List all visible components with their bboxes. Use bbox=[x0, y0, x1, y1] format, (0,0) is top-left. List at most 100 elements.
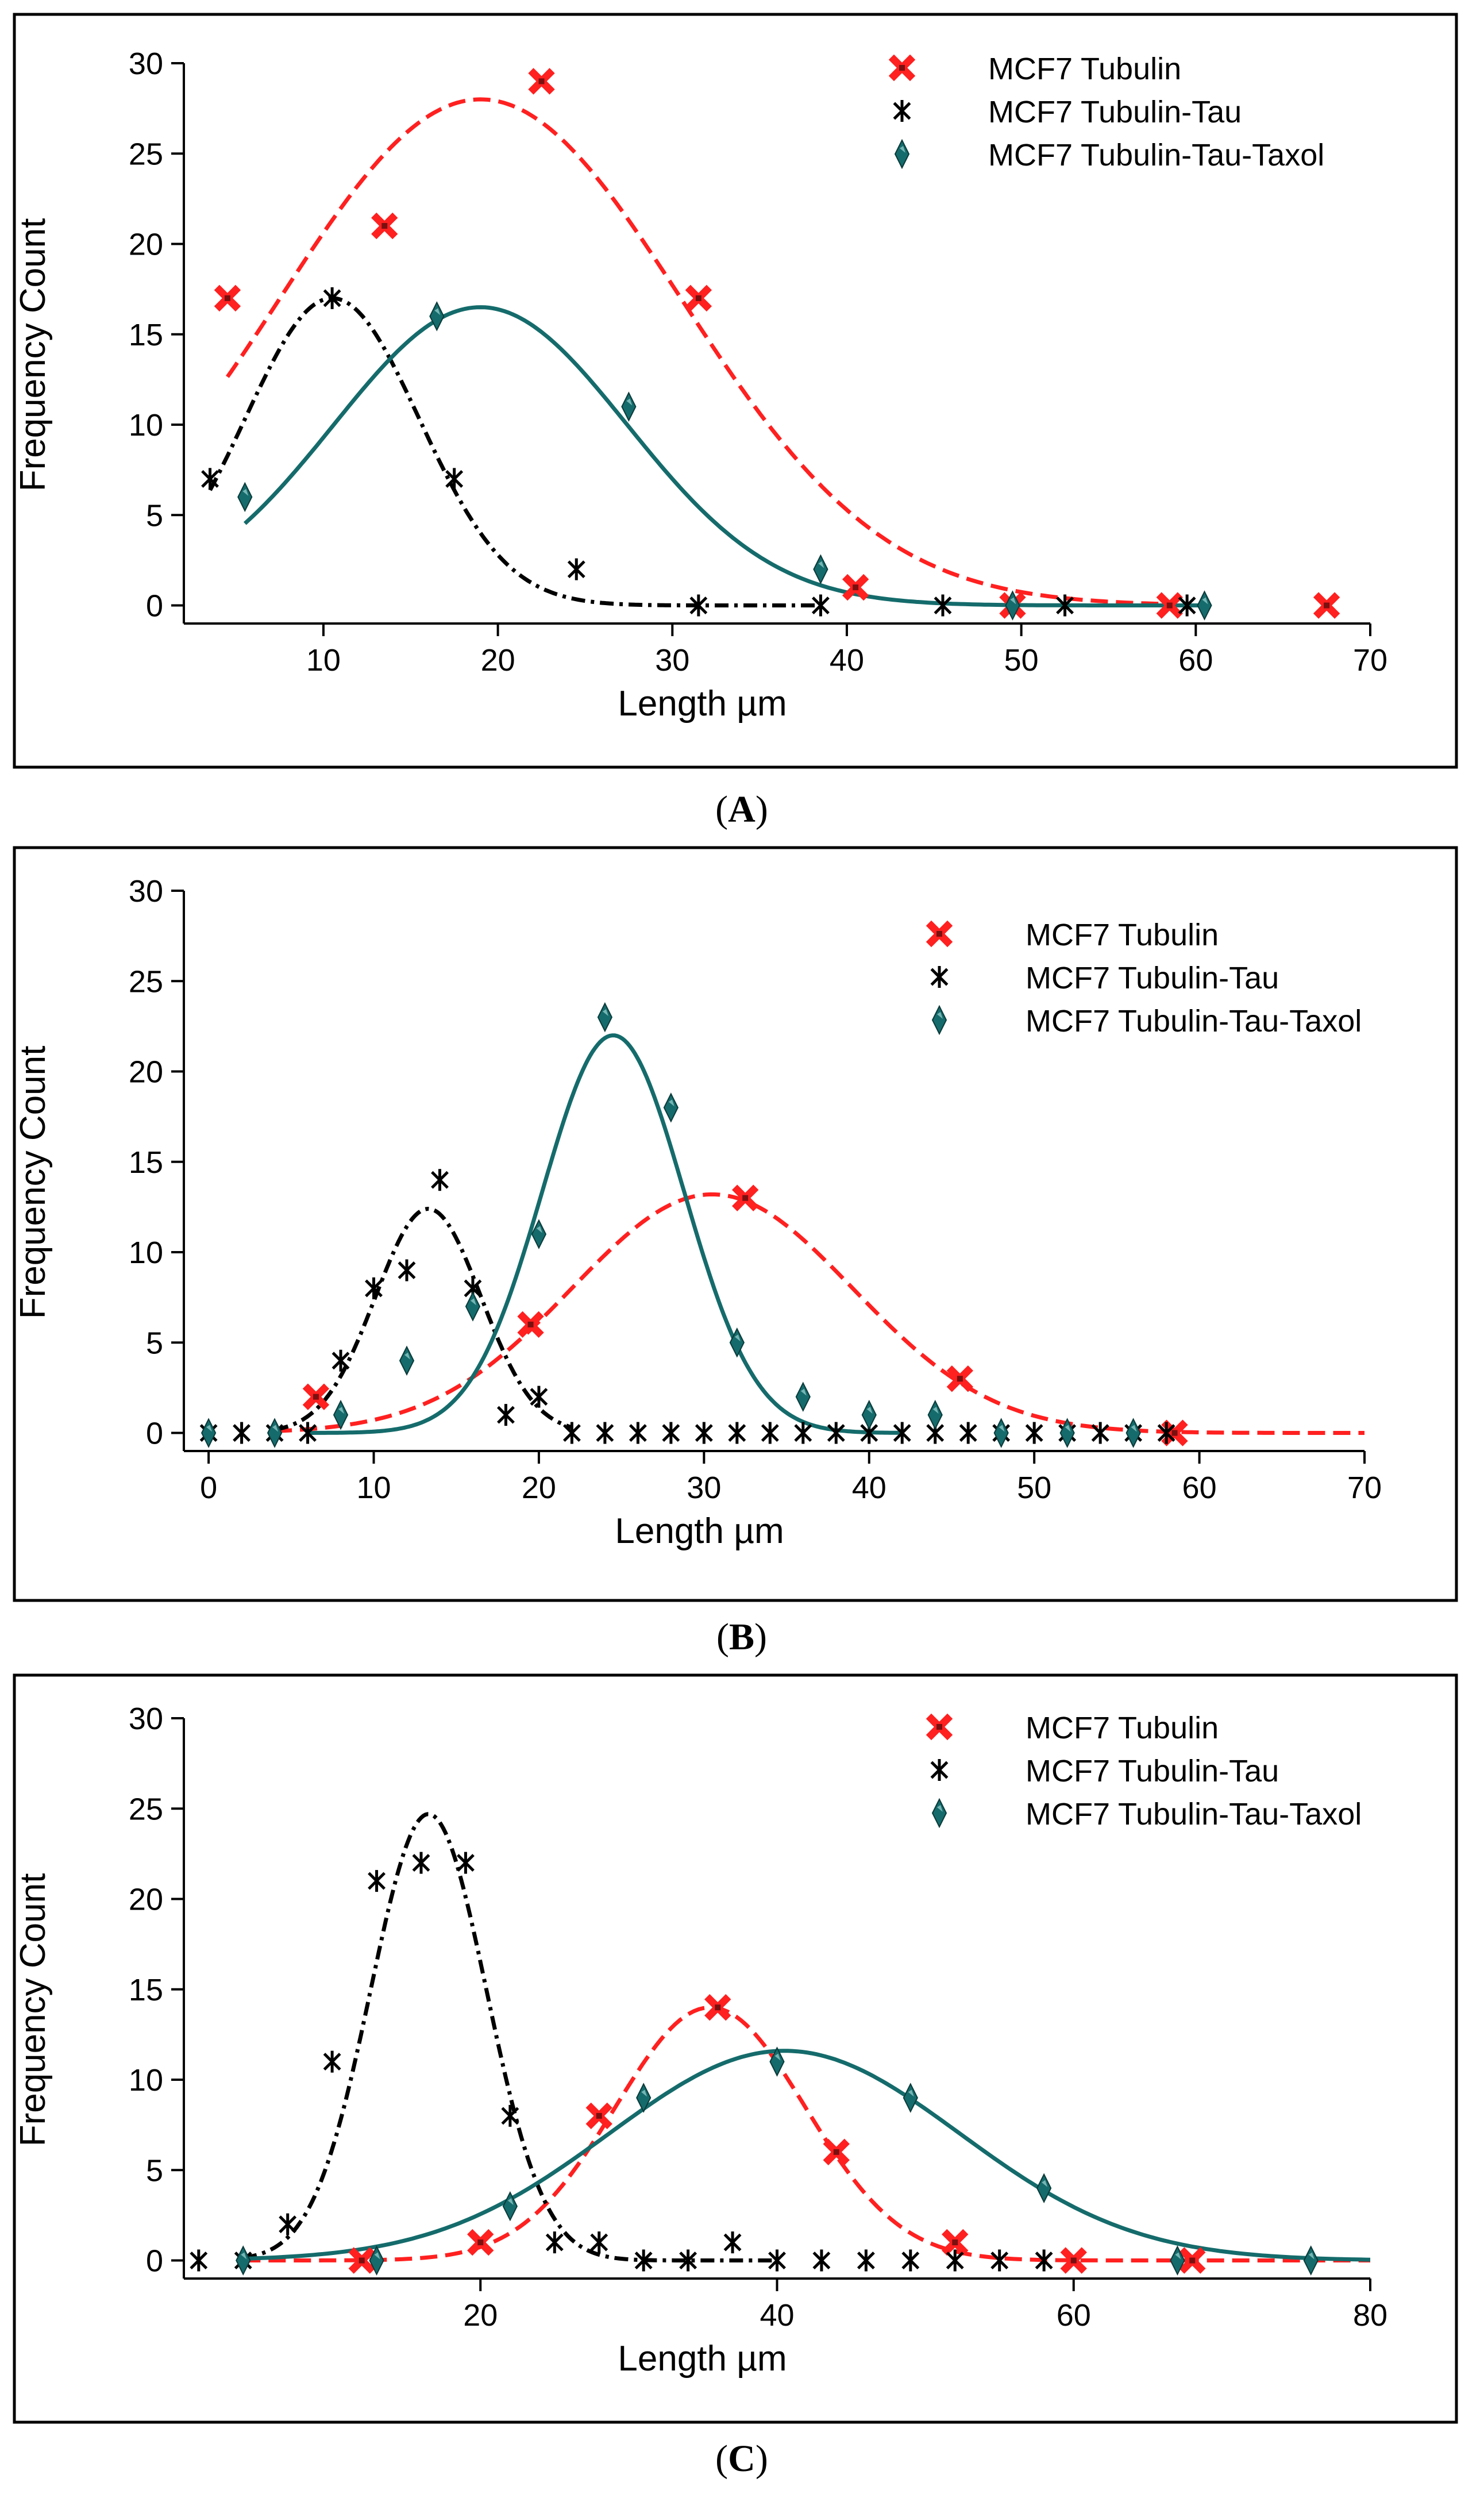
data-point-tau bbox=[562, 1422, 581, 1444]
y-tick-label: 30 bbox=[129, 874, 163, 909]
data-point-tubulin bbox=[946, 1365, 974, 1392]
data-point-taxol bbox=[201, 1418, 217, 1448]
legend-label: MCF7 Tubulin-Tau bbox=[1026, 1754, 1279, 1788]
legend-label: MCF7 Tubulin-Tau bbox=[1026, 961, 1279, 995]
legend-entry-tubulin: MCF7 Tubulin bbox=[926, 1711, 1219, 1745]
data-point-tau bbox=[634, 2249, 653, 2272]
series-tau-points bbox=[199, 1169, 1175, 1444]
legend: MCF7 Tubulin MCF7 Tubulin-Tau MCF7 Tubulin… bbox=[926, 918, 1362, 1038]
legend-label: MCF7 Tubulin-Tau-Taxol bbox=[1026, 1004, 1362, 1038]
y-tick-label: 20 bbox=[129, 1055, 163, 1090]
legend-entry-tau: MCF7 Tubulin-Tau bbox=[893, 95, 1242, 129]
data-point-taxol bbox=[1125, 1418, 1141, 1448]
data-point-tau bbox=[445, 468, 464, 490]
x-tick-label: 60 bbox=[1178, 643, 1213, 678]
y-tick-label: 10 bbox=[129, 1236, 163, 1270]
red-x-square-marker-icon bbox=[888, 54, 916, 82]
data-point-tau bbox=[695, 1422, 713, 1444]
legend-entry-taxol: MCF7 Tubulin-Tau-Taxol bbox=[894, 138, 1324, 172]
data-point-tau bbox=[723, 2231, 742, 2254]
data-point-tau bbox=[901, 2249, 920, 2272]
data-point-tubulin bbox=[214, 284, 241, 312]
x-tick-label: 60 bbox=[1182, 1471, 1217, 1505]
x-tick-label: 60 bbox=[1057, 2298, 1091, 2333]
x-tick-label: 10 bbox=[356, 1471, 391, 1505]
y-tick-label: 25 bbox=[129, 1792, 163, 1826]
teal-diamond-marker-icon bbox=[894, 138, 910, 170]
y-tick-label: 15 bbox=[129, 318, 163, 352]
data-point-taxol bbox=[1059, 1418, 1075, 1448]
legend-entry-taxol: MCF7 Tubulin-Tau-Taxol bbox=[931, 1797, 1362, 1831]
data-point-taxol bbox=[729, 1327, 745, 1358]
data-point-tubulin bbox=[528, 68, 555, 95]
x-tick-label: 70 bbox=[1347, 1471, 1382, 1505]
fit-curve-tau bbox=[208, 296, 821, 607]
data-point-tau bbox=[545, 2231, 564, 2254]
fit-curve-tubulin bbox=[243, 2005, 1370, 2262]
y-tick-label: 25 bbox=[129, 964, 163, 999]
y-tick-label: 15 bbox=[129, 1145, 163, 1180]
legend-entry-tubulin: MCF7 Tubulin bbox=[888, 52, 1181, 86]
panel-caption: (C) bbox=[715, 2438, 768, 2480]
data-point-tau bbox=[332, 1349, 350, 1372]
y-tick-label: 20 bbox=[129, 228, 163, 262]
data-point-tau bbox=[689, 594, 708, 617]
x-tick-label: 80 bbox=[1353, 2298, 1387, 2333]
x-tick-label: 10 bbox=[306, 643, 341, 678]
y-tick-label: 10 bbox=[129, 408, 163, 442]
asterisk-marker-icon bbox=[930, 1759, 949, 1781]
legend-entry-tubulin: MCF7 Tubulin bbox=[926, 918, 1219, 952]
series-taxol-points bbox=[201, 1002, 1141, 1448]
x-tick-label: 40 bbox=[760, 2298, 794, 2333]
red-x-square-marker-icon bbox=[926, 920, 953, 948]
y-tick-label: 25 bbox=[129, 137, 163, 171]
data-point-taxol bbox=[502, 2191, 518, 2222]
panel-frame bbox=[13, 846, 1458, 1602]
data-point-tau bbox=[811, 594, 830, 617]
data-point-tau bbox=[827, 1422, 845, 1444]
x-tick-label: 70 bbox=[1353, 643, 1387, 678]
asterisk-marker-icon bbox=[930, 966, 949, 988]
data-point-taxol bbox=[903, 2083, 918, 2113]
data-point-tubulin bbox=[302, 1383, 330, 1410]
legend-label: MCF7 Tubulin bbox=[1026, 918, 1219, 952]
data-point-taxol bbox=[993, 1418, 1009, 1448]
data-point-taxol bbox=[663, 1092, 679, 1123]
data-point-tau bbox=[530, 1386, 548, 1408]
data-point-tau bbox=[323, 2050, 341, 2073]
data-point-taxol bbox=[769, 2046, 785, 2077]
x-tick-label: 50 bbox=[1017, 1471, 1051, 1505]
x-axis-label: Length µm bbox=[615, 1511, 784, 1551]
data-point-tau bbox=[728, 1422, 746, 1444]
fit-curve-tau bbox=[242, 1812, 777, 2262]
y-tick-label: 5 bbox=[146, 498, 163, 533]
panel-caption: (B) bbox=[716, 1616, 767, 1658]
data-point-tau bbox=[365, 1277, 383, 1299]
data-point-tau bbox=[279, 2213, 297, 2235]
data-point-tau bbox=[299, 1422, 317, 1444]
data-point-tau bbox=[431, 1169, 449, 1191]
data-point-taxol bbox=[465, 1291, 481, 1322]
chart-panel-c: 20 40 60 80 0 5 10 15 20 25 30 Length µm Frequency C… bbox=[13, 1673, 1458, 2424]
data-point-tau bbox=[1091, 1422, 1109, 1444]
data-point-tubulin bbox=[517, 1311, 544, 1338]
data-point-tubulin bbox=[1179, 2247, 1206, 2274]
data-point-tau bbox=[501, 2104, 519, 2127]
data-point-taxol bbox=[795, 1381, 811, 1412]
data-point-taxol bbox=[813, 554, 828, 584]
data-point-taxol bbox=[429, 301, 445, 332]
data-point-taxol bbox=[333, 1399, 349, 1430]
panel-frame bbox=[13, 13, 1458, 769]
data-point-tubulin bbox=[842, 574, 869, 601]
data-point-taxol bbox=[597, 1002, 613, 1033]
legend-entry-tau: MCF7 Tubulin-Tau bbox=[930, 1754, 1279, 1788]
data-point-taxol bbox=[531, 1219, 547, 1249]
y-tick-label: 5 bbox=[146, 1326, 163, 1360]
data-point-tau bbox=[946, 2249, 964, 2272]
data-point-tau bbox=[768, 2249, 786, 2272]
fit-curve-taxol bbox=[243, 305, 1205, 607]
series-tubulin-points bbox=[302, 1184, 1188, 1446]
data-point-tau bbox=[812, 2249, 831, 2272]
data-point-tubulin bbox=[685, 284, 712, 312]
y-tick-label: 30 bbox=[129, 47, 163, 81]
